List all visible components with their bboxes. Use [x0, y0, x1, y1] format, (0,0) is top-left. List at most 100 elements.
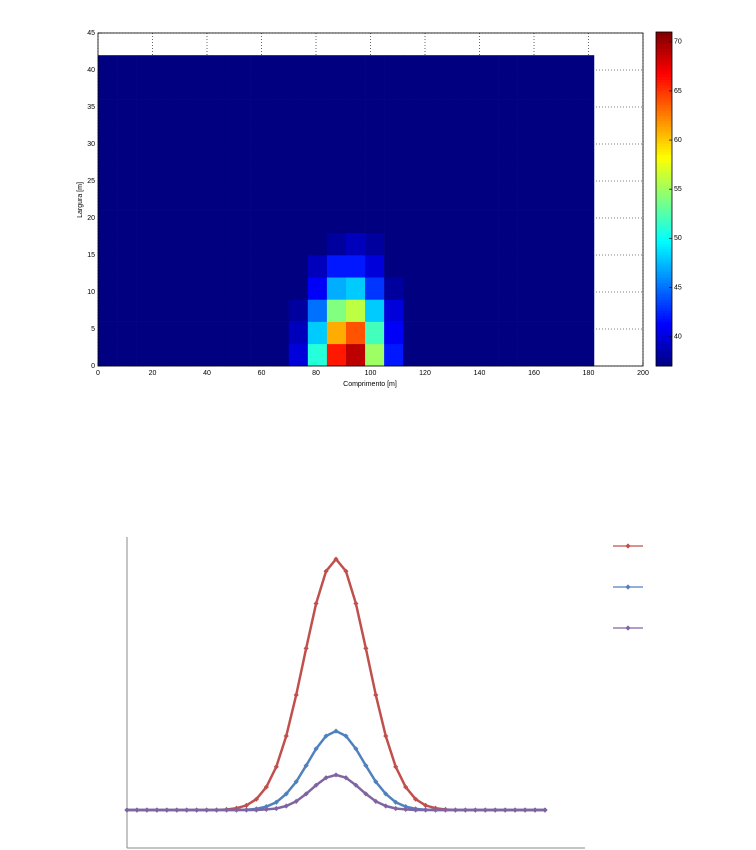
heat-cell — [269, 277, 290, 300]
heat-cell — [479, 166, 499, 189]
heat-cell — [460, 188, 480, 211]
point-marker — [343, 775, 349, 781]
colorbar-segment — [656, 187, 672, 192]
heat-cell — [231, 343, 251, 367]
heat-cell — [345, 343, 366, 367]
point-marker — [303, 791, 309, 797]
heat-cell — [345, 232, 366, 256]
heat-cell — [212, 343, 232, 367]
heat-cell — [441, 55, 461, 78]
heat-cell — [288, 232, 309, 256]
heat-cell — [517, 77, 538, 100]
colorbar-segment — [656, 34, 672, 39]
heat-cell — [479, 343, 499, 367]
heat-cell — [403, 99, 423, 123]
colorbar-segment — [656, 274, 672, 278]
heat-cell — [403, 299, 423, 322]
heat-cell — [479, 255, 499, 278]
heat-cell — [365, 99, 385, 123]
y-tick-label: 35 — [87, 104, 95, 111]
heat-cell — [98, 210, 118, 234]
heat-cell — [384, 99, 404, 123]
colorbar-segment — [656, 134, 672, 139]
heat-cell — [574, 343, 595, 367]
colorbar-segment — [656, 84, 672, 89]
heat-cell — [345, 144, 366, 167]
heat-cell — [307, 166, 328, 189]
colorbar-segment — [656, 160, 672, 164]
heat-cell — [403, 121, 423, 145]
heat-cell — [269, 55, 290, 78]
heat-cell — [117, 99, 137, 123]
heat-cell — [574, 144, 595, 167]
heat-cell — [98, 277, 118, 300]
heat-cell — [365, 277, 385, 300]
heat-cell — [345, 210, 366, 234]
heat-cell — [384, 166, 404, 189]
heat-cell — [345, 299, 366, 322]
heat-cell — [517, 210, 538, 234]
heat-cell — [345, 321, 366, 345]
heat-cell — [269, 188, 290, 211]
heat-cell — [155, 255, 175, 278]
heat-cell — [422, 55, 442, 78]
point-marker — [144, 807, 150, 813]
heat-cell — [517, 144, 538, 167]
colorbar-segment — [656, 137, 672, 142]
heat-cell — [193, 144, 213, 167]
heat-cell — [193, 321, 213, 345]
heat-cell — [98, 299, 118, 322]
heat-cell — [536, 144, 557, 167]
heat-cell — [536, 166, 557, 189]
heat-cell — [498, 121, 518, 145]
colorbar-box — [655, 31, 673, 367]
point-marker — [333, 556, 339, 562]
heat-cell — [155, 277, 175, 300]
heat-cell — [365, 343, 385, 367]
heat-cell — [269, 77, 290, 100]
colorbar-segment — [656, 251, 672, 256]
point-marker — [293, 692, 299, 698]
colorbar-segment — [656, 154, 672, 158]
heat-cell — [574, 277, 595, 300]
colorbar-segment — [656, 54, 672, 58]
heat-cell — [536, 55, 557, 78]
heat-cell — [403, 321, 423, 345]
heat-cell — [384, 55, 404, 78]
heat-cell — [117, 277, 137, 300]
heat-cell — [574, 255, 595, 278]
colorbar-segment — [656, 210, 672, 214]
colorbar-segment — [656, 329, 672, 334]
heat-cell — [288, 99, 309, 123]
point-marker — [184, 807, 190, 813]
heat-cell — [98, 77, 118, 100]
point-marker — [353, 746, 359, 752]
heat-cell — [231, 121, 251, 145]
heat-cell — [536, 343, 557, 367]
heat-cell — [155, 99, 175, 123]
colorbar-segment — [656, 32, 672, 36]
colorbar-segment — [656, 360, 672, 364]
heat-cell — [422, 277, 442, 300]
heat-cell — [288, 299, 309, 322]
x-tick-label: 140 — [474, 370, 486, 377]
y-tick-label: 0 — [91, 363, 95, 370]
heat-cell — [174, 55, 194, 78]
heat-cell — [403, 210, 423, 234]
heat-cell — [555, 299, 576, 322]
point-marker — [263, 806, 269, 813]
point-marker — [542, 807, 548, 813]
colorbar-segment — [656, 118, 672, 122]
heat-cell — [307, 210, 328, 234]
heat-cell — [365, 188, 385, 211]
heat-cell — [345, 121, 366, 145]
colorbar-segment — [656, 126, 672, 130]
heat-cell — [250, 255, 270, 278]
heat-cell — [174, 255, 194, 278]
point-marker — [134, 807, 140, 813]
point-marker — [472, 807, 478, 813]
colorbar-segment — [656, 310, 672, 314]
heat-cell — [136, 210, 156, 234]
point-marker — [174, 807, 180, 813]
heat-cell — [212, 299, 232, 322]
